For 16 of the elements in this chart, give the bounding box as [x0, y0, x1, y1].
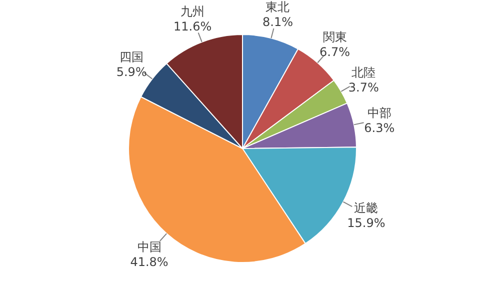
slice-label: 関東 — [322, 30, 347, 44]
slice-label: 中部 — [367, 106, 392, 120]
slice-label: 北陸 — [352, 65, 376, 80]
data-label: 11.6% — [174, 20, 212, 34]
data-label: 5.9% — [116, 65, 147, 80]
data-label: 6.3% — [364, 121, 395, 136]
slice-label: 近畿 — [354, 201, 378, 216]
data-label: 15.9% — [347, 216, 386, 230]
data-label: 41.8% — [130, 254, 168, 269]
slice-label: 東北 — [266, 0, 290, 14]
data-label: 6.7% — [320, 45, 350, 60]
data-label: 8.1% — [262, 15, 293, 30]
slice-label: 中国 — [137, 240, 162, 254]
data-label: 3.7% — [348, 80, 379, 94]
slice-label: 四国 — [120, 50, 144, 64]
slice-label: 九州 — [180, 4, 205, 19]
